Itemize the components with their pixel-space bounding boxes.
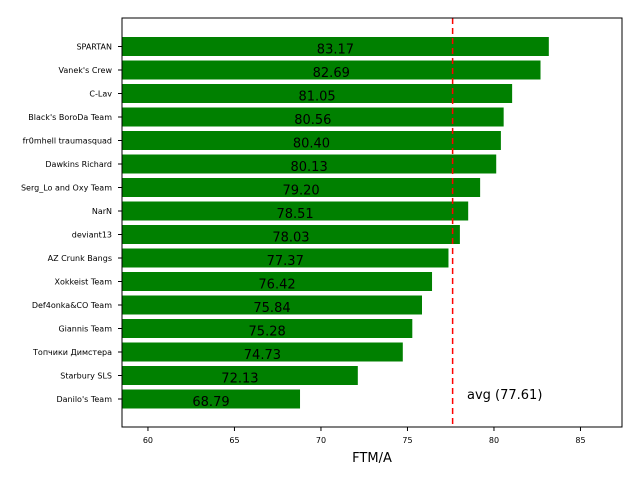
bar — [122, 107, 504, 127]
bar — [122, 389, 301, 409]
team-label: Black's BoroDa Team — [28, 113, 112, 122]
x-tick-label: 65 — [229, 436, 239, 445]
bar-value-label: 78.51 — [276, 207, 313, 222]
team-label: Def4onka&CO Team — [32, 301, 112, 310]
bar — [122, 37, 549, 56]
bar-value-label: 80.56 — [294, 113, 331, 128]
bar-value-label: 78.03 — [272, 231, 309, 246]
x-tick-label: 60 — [143, 436, 153, 445]
bar-value-label: 74.73 — [244, 348, 281, 363]
bar — [122, 366, 358, 385]
bar-value-label: 75.84 — [253, 301, 290, 316]
bar-value-label: 68.79 — [192, 395, 229, 410]
bar-value-label: 77.37 — [267, 254, 304, 269]
bar-value-label: 82.69 — [313, 66, 350, 81]
bar-value-label: 75.28 — [249, 325, 286, 340]
team-label: NarN — [92, 207, 112, 216]
team-label: AZ Crunk Bangs — [48, 254, 112, 263]
bar — [122, 295, 422, 315]
x-tick-label: 85 — [575, 436, 585, 445]
average-label: avg (77.61) — [467, 388, 542, 403]
value-labels-group: 83.17 82.69 81.05 80.56 80.40 80.13 79.20 78.51… — [192, 43, 354, 411]
plot-frame — [121, 17, 623, 428]
bar — [122, 131, 501, 150]
bar — [122, 225, 460, 244]
team-label: Xokkeist Team — [55, 278, 113, 287]
team-label: fr0mhell traumasquad — [23, 137, 112, 146]
bars-group — [122, 37, 549, 409]
bar — [122, 154, 497, 174]
team-label: C-Lav — [89, 90, 112, 99]
bar-value-label: 80.40 — [293, 137, 330, 152]
bar — [122, 342, 403, 362]
team-label: Giannis Team — [58, 325, 112, 334]
team-label: deviant13 — [72, 231, 112, 240]
bar-value-label: 80.13 — [291, 160, 328, 175]
team-label: Danilo's Team — [56, 395, 112, 404]
x-tick-label: 70 — [316, 436, 326, 445]
bar — [122, 272, 433, 291]
x-ticks-group: 60 65 70 75 80 85 — [143, 427, 586, 445]
bar — [122, 178, 481, 197]
x-tick-label: 75 — [402, 436, 412, 445]
bar-value-label: 83.17 — [317, 43, 354, 58]
team-label: Топчики Димстера — [32, 348, 112, 357]
team-label: Dawkins Richard — [45, 160, 112, 169]
bar — [122, 248, 449, 268]
bar-value-label: 76.42 — [258, 278, 295, 293]
bar — [122, 319, 413, 338]
bar — [122, 201, 469, 221]
team-label: Serg_Lo and Oxy Team — [21, 184, 112, 193]
x-axis-title: FTM/A — [352, 451, 392, 466]
bar — [122, 84, 513, 103]
team-label: Vanek's Crew — [59, 66, 113, 75]
bar-value-label: 81.05 — [298, 90, 335, 105]
team-label: Starbury SLS — [60, 372, 112, 381]
team-label: SPARTAN — [76, 43, 112, 52]
bar — [122, 60, 541, 80]
x-tick-label: 80 — [489, 436, 499, 445]
bar-value-label: 79.20 — [282, 184, 319, 199]
team-labels-group: SPARTAN Vanek's Crew C-Lav Black's BoroDa T… — [21, 43, 122, 404]
bar-value-label: 72.13 — [221, 372, 258, 387]
